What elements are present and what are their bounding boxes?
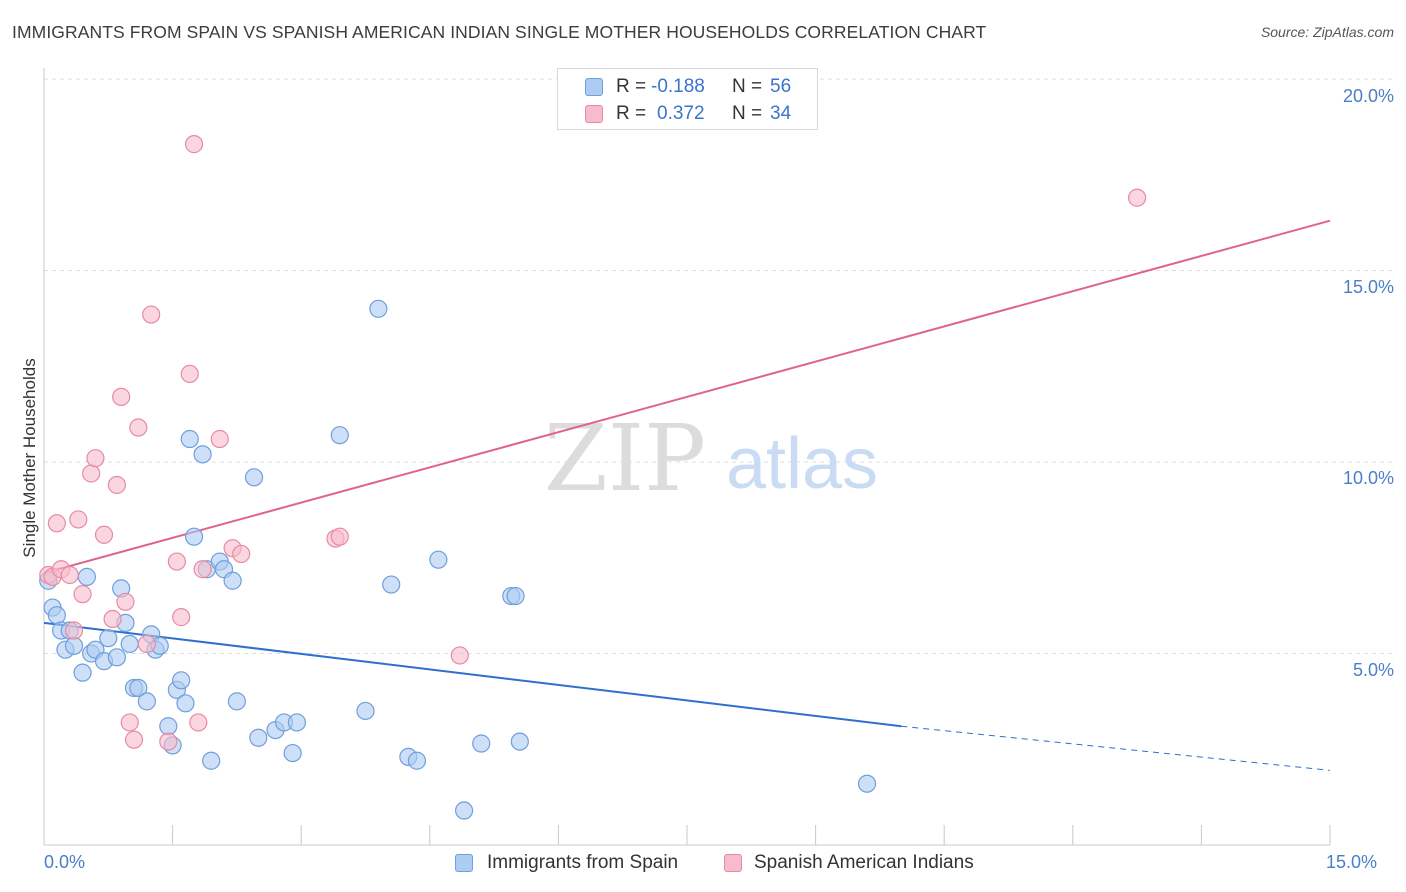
data-point-s0-23 [159,717,178,736]
data-point-s1-10 [94,525,114,544]
data-point-s0-54 [510,732,529,751]
data-point-s1-2 [47,514,66,533]
r-value: -0.188 [651,76,705,97]
data-point-s0-42 [287,713,307,732]
data-point-s0-45 [369,299,388,318]
indians-swatch [585,105,603,123]
data-point-s0-37 [244,468,264,487]
legend-swatch-indians [724,854,742,872]
stats-legend: R = -0.188 N = 56 R = 0.372 N = 34 [557,68,818,130]
data-point-s0-38 [249,728,268,747]
data-point-s1-26 [193,560,212,579]
axes [43,68,1331,846]
data-point-s0-32 [202,751,221,770]
data-point-s1-9 [86,449,105,468]
data-point-s1-22 [172,608,191,627]
source-credit: Source: ZipAtlas.com [1260,24,1394,40]
data-point-s1-14 [116,592,135,611]
data-point-s0-12 [99,629,118,648]
grid-lines [44,78,1393,654]
n-label: N = [732,76,763,97]
legend-swatch-spain [455,854,473,872]
spain-swatch [585,78,603,96]
data-point-s1-23 [180,364,199,384]
y-tick-label-15: 15.0% [1342,277,1394,297]
data-point-s0-30 [193,445,212,464]
chart-title: IMMIGRANTS FROM SPAIN VS SPANISH AMERICA… [12,22,987,42]
data-point-s1-17 [129,418,148,437]
x-tick-label-min: 0.0% [44,852,86,872]
data-point-s1-24 [184,135,204,154]
data-point-s0-13 [107,648,126,667]
data-point-s1-6 [69,510,88,529]
data-point-s0-2 [47,606,66,625]
data-point-s1-25 [189,713,208,732]
y-tick-label-10: 10.0% [1342,468,1394,488]
data-point-s1-15 [120,713,139,732]
data-point-s0-7 [73,663,92,682]
data-point-s0-36 [227,692,246,711]
y-axis-label: Single Mother Households [20,358,39,558]
data-point-s0-41 [283,743,302,763]
data-point-s1-4 [60,565,79,585]
data-point-s0-50 [454,801,474,820]
data-point-s1-29 [232,544,251,564]
stats-row-indians: R = 0.372 N = 34 [558,101,819,128]
data-point-s0-55 [857,774,877,793]
trend-lines [43,219,1331,771]
data-point-s1-16 [124,730,144,749]
data-points [39,135,1147,820]
data-point-s0-18 [129,678,148,698]
data-point-s0-48 [407,751,427,770]
x-tick-label-max: 15.0% [1326,852,1378,872]
data-point-s1-11 [103,609,122,629]
r-value: 0.372 [657,103,705,124]
trend-line-1 [43,219,1331,575]
data-point-s0-16 [120,634,139,654]
y-tick-label-20: 20.0% [1342,86,1394,106]
y-tick-label-5: 5.0% [1352,660,1394,680]
data-point-s1-13 [112,387,131,406]
data-point-s0-27 [176,694,195,713]
data-point-s1-32 [450,646,469,665]
data-point-s0-44 [356,701,375,721]
data-point-s1-31 [330,527,349,546]
data-point-s0-51 [472,734,491,753]
data-point-s1-21 [167,552,186,571]
data-point-s1-27 [210,429,229,449]
n-label: N = [732,103,763,124]
trend-line-0 [43,621,902,728]
data-point-s0-49 [429,550,448,569]
n-value: 34 [770,103,792,124]
data-point-s0-35 [223,571,242,590]
data-point-s1-12 [107,475,126,495]
legend-label-spain: Immigrants from Spain [487,852,679,873]
data-point-s0-19 [137,692,156,711]
data-point-s1-7 [73,585,92,604]
data-point-s0-53 [506,586,525,606]
data-point-s0-46 [382,575,401,594]
legend-label-indians: Spanish American Indians [754,852,974,873]
data-point-s0-43 [330,426,349,445]
watermark: ZIP atlas [544,405,878,512]
data-point-s0-6 [64,636,84,655]
data-point-s1-20 [159,732,178,751]
data-point-s1-33 [1127,188,1147,207]
stats-row-spain: R = -0.188 N = 56 [558,74,819,101]
data-point-s1-18 [137,634,156,654]
data-point-s1-19 [142,305,161,324]
trend-line-extension-0 [901,725,1331,771]
data-point-s1-5 [64,621,84,640]
r-label: R = [616,76,647,97]
n-value: 56 [770,76,792,97]
data-point-s0-26 [172,671,191,690]
data-point-s1-8 [82,464,101,483]
r-label: R = [616,103,647,124]
data-point-s0-8 [77,567,96,587]
watermark-zip: ZIP [544,405,706,512]
data-point-s0-29 [184,527,204,546]
data-point-s0-28 [180,429,199,449]
watermark-atlas: atlas [726,424,878,504]
